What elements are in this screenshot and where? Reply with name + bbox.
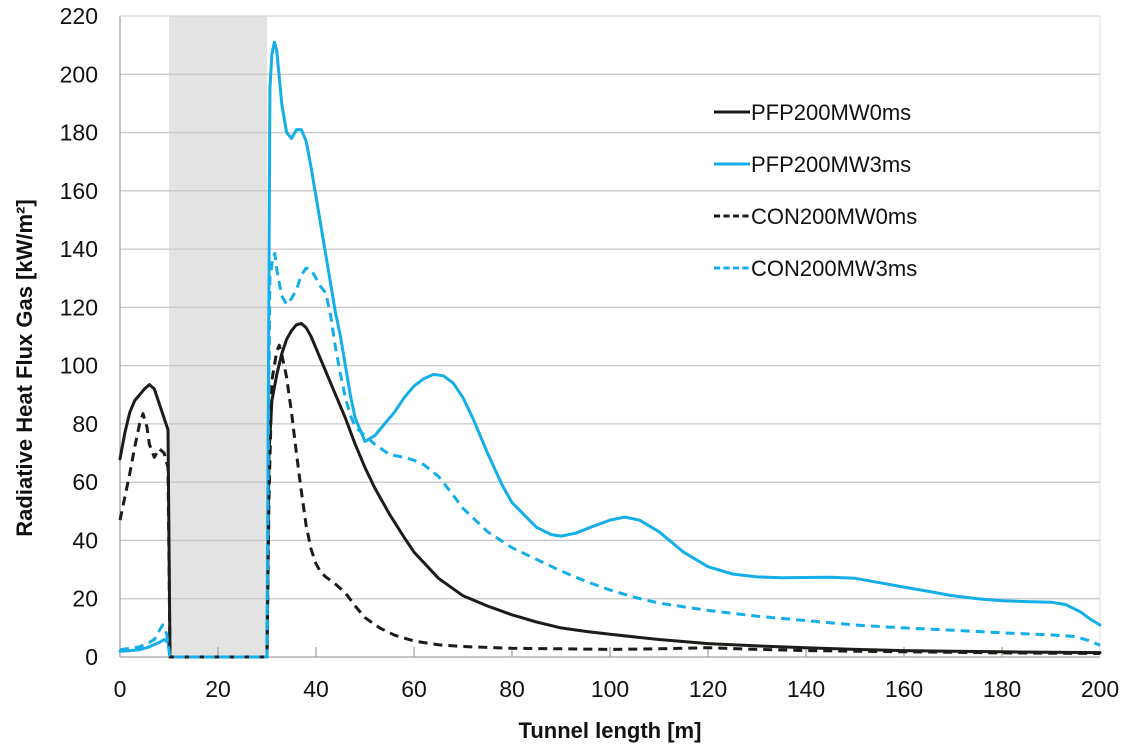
series-line-pfp200mw0ms: [118, 321, 1102, 659]
x-tick-labels: 0 20 40 60 80 100 120 140 160 180 200: [114, 676, 1120, 702]
legend: PFP200MW0ms PFP200MW3ms CON200MW0ms CON200M…: [714, 100, 917, 281]
legend-label: PFP200MW0ms: [751, 100, 911, 125]
legend-item: CON200MW3ms: [714, 256, 917, 281]
y-axis-title: Radiative Heat Flux Gas [kW/m²]: [12, 199, 37, 536]
y-tick-label: 120: [60, 294, 98, 320]
axes: [119, 15, 1101, 658]
x-tick-label: 120: [689, 676, 727, 702]
legend-item: PFP200MW3ms: [714, 152, 911, 177]
x-tick-label: 60: [401, 676, 427, 702]
x-tick-label: 200: [1081, 676, 1119, 702]
x-tick-label: 80: [499, 676, 525, 702]
y-tick-label: 80: [72, 411, 98, 437]
legend-item: CON200MW0ms: [714, 204, 917, 229]
legend-label: CON200MW0ms: [751, 204, 917, 229]
x-tick-label: 140: [787, 676, 825, 702]
x-tick-label: 100: [591, 676, 629, 702]
shaded-region: [169, 16, 267, 657]
series-line-con200mw3ms: [119, 252, 1101, 659]
series-line-con200mw0ms: [118, 343, 1101, 659]
y-tick-label: 100: [60, 353, 98, 379]
y-tick-label: 200: [60, 61, 98, 87]
y-tick-label: 20: [72, 586, 98, 612]
x-tick-label: 20: [205, 676, 231, 702]
x-tick-label: 180: [983, 676, 1021, 702]
y-tick-label: 60: [72, 469, 98, 495]
y-tick-label: 160: [60, 178, 98, 204]
y-tick-label: 40: [72, 527, 98, 553]
y-tick-label: 140: [60, 236, 98, 262]
series-line-pfp200mw3ms: [118, 40, 1102, 659]
x-axis-title: Tunnel length [m]: [519, 718, 702, 743]
y-tick-label: 220: [60, 3, 98, 29]
y-tick-labels: 0 20 40 60 80 100 120 140 160 180 200 220: [60, 3, 98, 670]
x-tick-label: 40: [303, 676, 329, 702]
legend-item: PFP200MW0ms: [714, 100, 911, 125]
y-tick-label: 180: [60, 120, 98, 146]
series-lines: [118, 40, 1102, 659]
legend-label: CON200MW3ms: [751, 256, 917, 281]
x-tick-label: 160: [885, 676, 923, 702]
y-tick-label: 0: [85, 644, 98, 670]
legend-label: PFP200MW3ms: [751, 152, 911, 177]
x-tick-label: 0: [114, 676, 127, 702]
